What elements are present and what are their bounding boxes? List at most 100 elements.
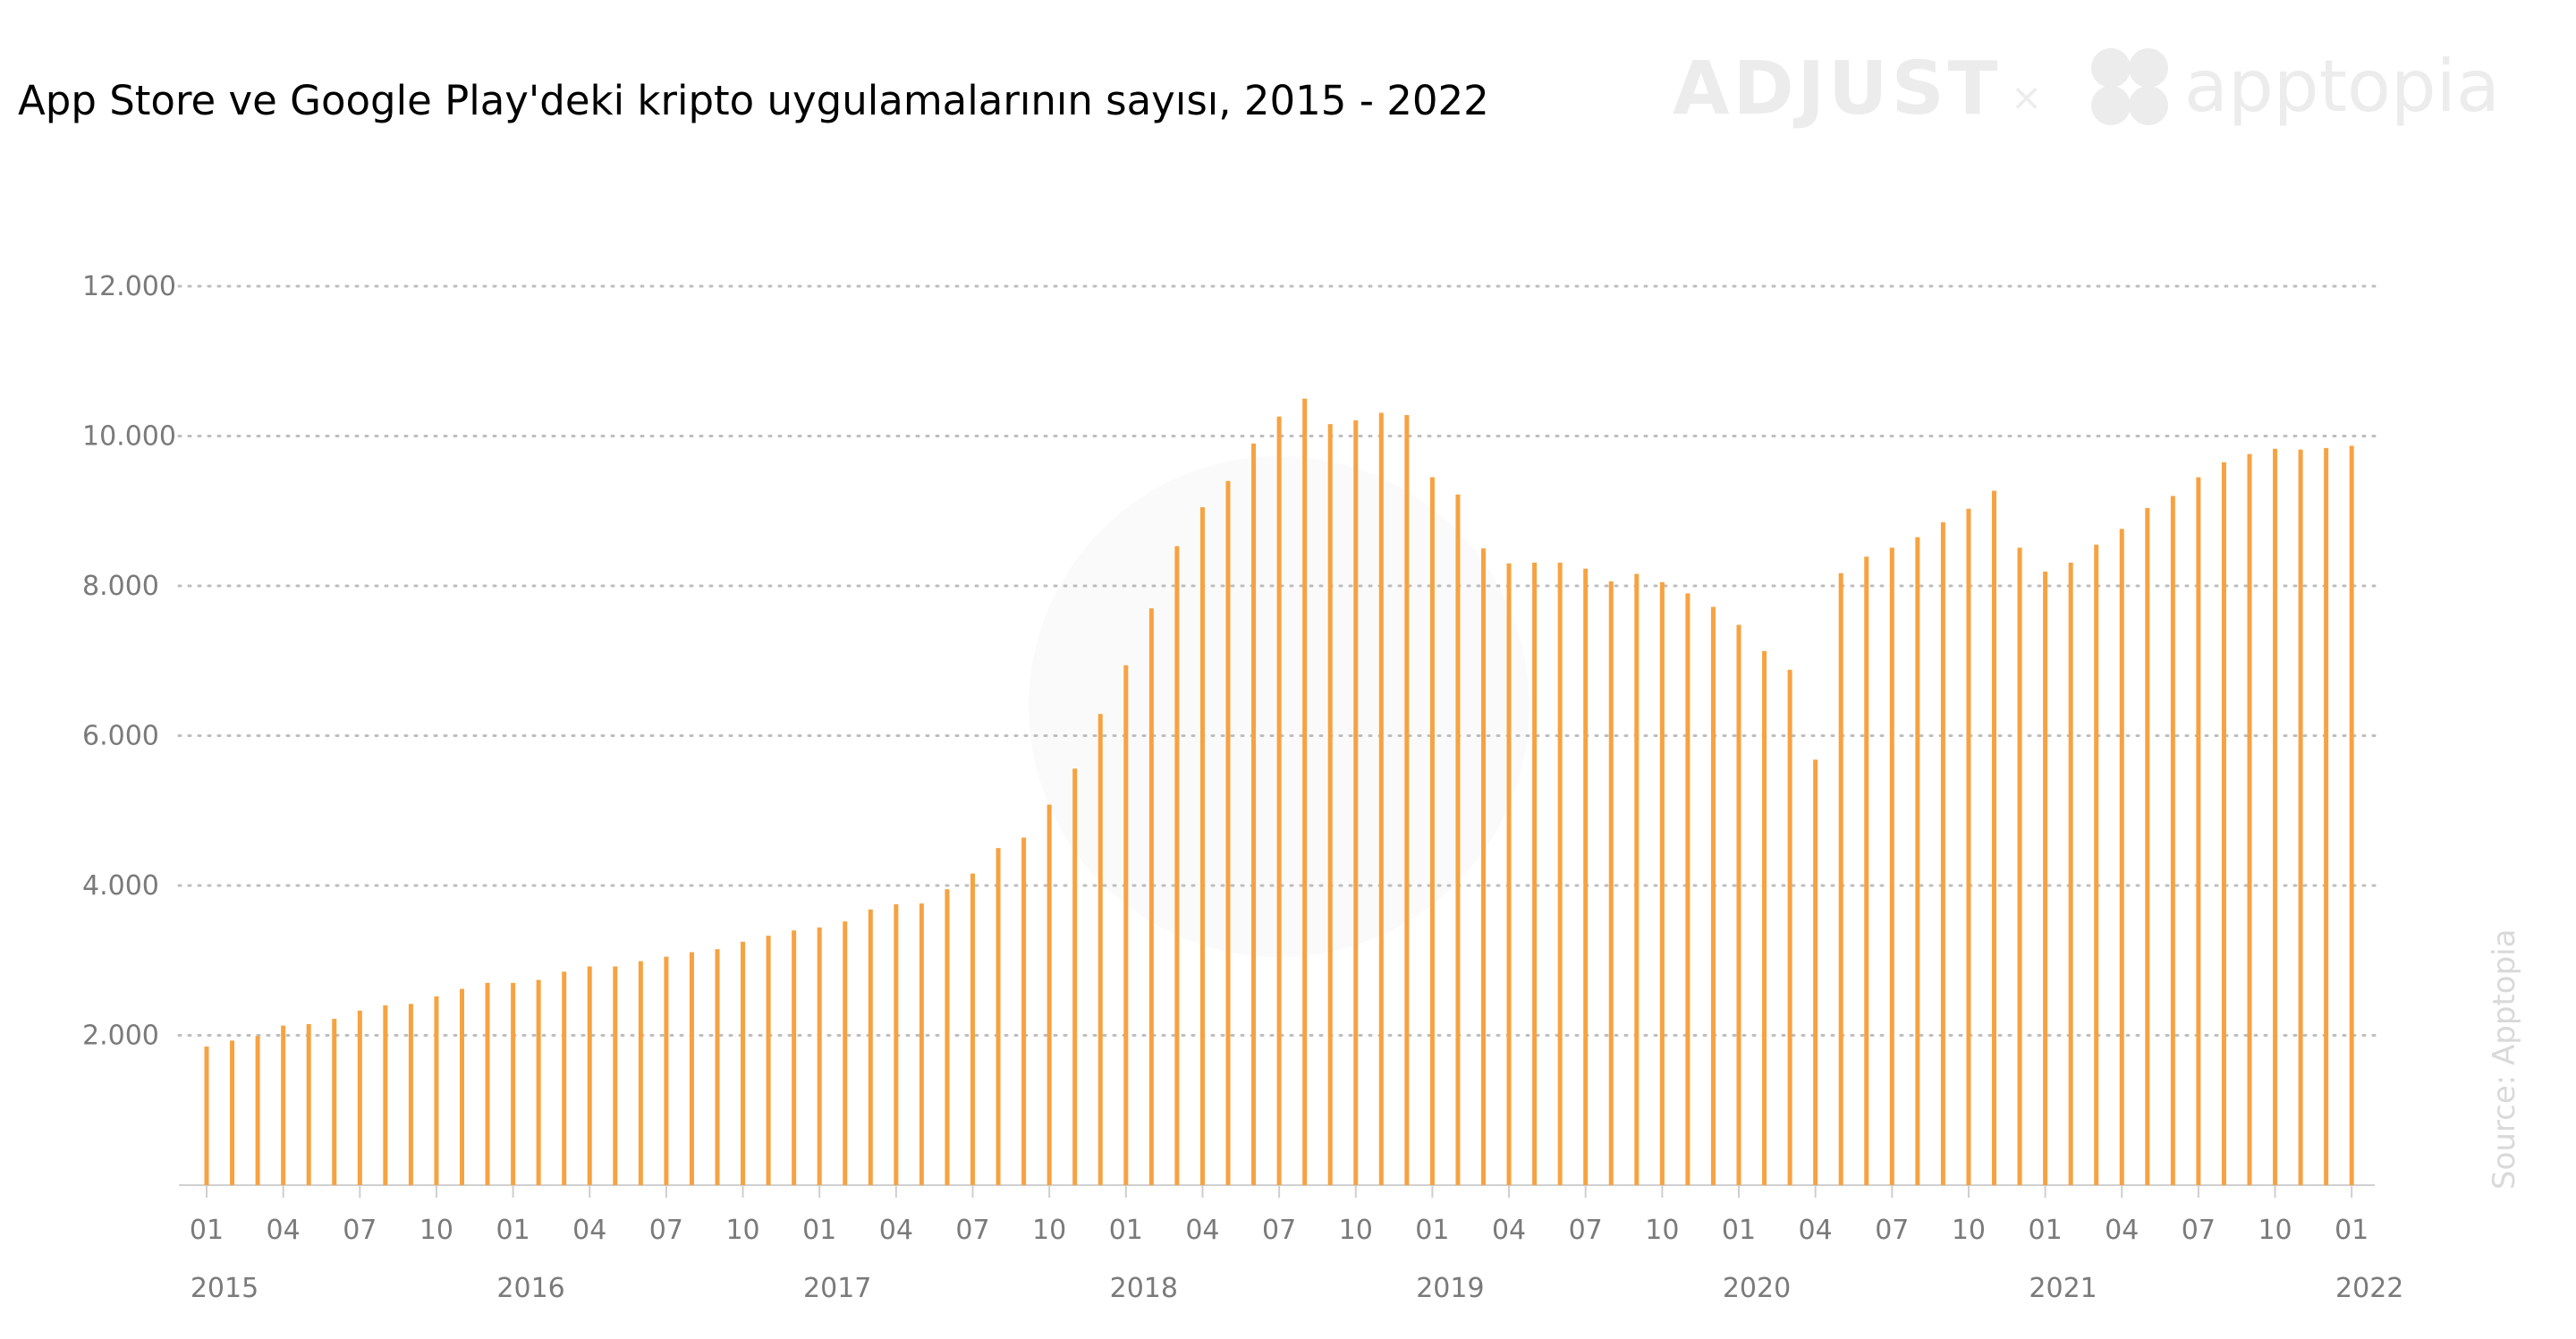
- apptopia-logo-text: apptopia: [2184, 45, 2500, 128]
- x-tick-label: 10: [1952, 1215, 1986, 1246]
- bar: [230, 1040, 235, 1185]
- bar: [1199, 507, 1205, 1185]
- x-tick-label: 01: [2029, 1215, 2063, 1246]
- bar: [1404, 415, 1410, 1185]
- y-tick-label: 2.000: [82, 1021, 159, 1052]
- x-tick-label: 10: [1645, 1215, 1679, 1246]
- x-tick-label: 07: [955, 1215, 989, 1246]
- x-axis-month-ticks: 01 04 07 10 01 04 07 10 01 04 07 10 01 04 07 10 01 04 07 10…: [190, 1185, 2368, 1246]
- bar: [281, 1025, 286, 1185]
- bar: [2017, 547, 2022, 1185]
- bar: [2324, 447, 2329, 1185]
- bar: [408, 1004, 413, 1185]
- bar: [2349, 445, 2354, 1185]
- bar: [1940, 521, 1945, 1185]
- year-label: 2018: [1110, 1273, 1178, 1304]
- bar: [1123, 665, 1129, 1185]
- bar: [1634, 573, 1640, 1185]
- x-tick-label: 01: [1415, 1215, 1449, 1246]
- bar: [970, 873, 975, 1185]
- apptopia-logo: apptopia: [2084, 41, 2504, 148]
- bar: [255, 1036, 260, 1185]
- x-tick-label: 04: [1799, 1215, 1833, 1246]
- year-label: 2015: [191, 1273, 258, 1304]
- y-tick-label: 10.000: [82, 421, 176, 453]
- bar: [1429, 477, 1435, 1185]
- bar: [383, 1005, 388, 1185]
- x-tick-label: 07: [1875, 1215, 1909, 1246]
- bar: [1608, 581, 1614, 1185]
- bar: [2273, 448, 2278, 1185]
- logo-separator: ×: [2011, 75, 2043, 119]
- bar: [638, 961, 643, 1185]
- x-tick-label: 07: [649, 1215, 683, 1246]
- bar: [689, 952, 694, 1185]
- x-tick-label: 01: [802, 1215, 836, 1246]
- x-tick-label: 10: [1032, 1215, 1066, 1246]
- bar: [2094, 544, 2099, 1185]
- x-tick-label: 07: [1262, 1215, 1296, 1246]
- x-tick-label: 04: [879, 1215, 913, 1246]
- bar: [1992, 490, 1996, 1185]
- x-tick-label: 01: [496, 1215, 530, 1246]
- bar: [357, 1010, 362, 1185]
- bar: [2221, 462, 2226, 1185]
- bar: [2247, 453, 2252, 1186]
- adjust-logo: ADJUST: [1673, 47, 2002, 131]
- bar: [1583, 568, 1589, 1185]
- y-tick-label: 12.000: [82, 271, 176, 302]
- bar: [1097, 714, 1103, 1185]
- bar: [1353, 419, 1359, 1186]
- bar: [1021, 837, 1027, 1185]
- bar: [1148, 608, 1154, 1185]
- bar: [306, 1023, 311, 1185]
- bar: [2145, 507, 2150, 1185]
- bar: [945, 889, 950, 1185]
- bar: [511, 982, 516, 1185]
- bar: [536, 979, 541, 1185]
- x-tick-label: 01: [1109, 1215, 1143, 1246]
- bar: [204, 1047, 209, 1185]
- bar: [485, 982, 490, 1185]
- bar: [2170, 496, 2175, 1185]
- bar: [2196, 477, 2201, 1185]
- bar: [894, 903, 899, 1185]
- bar: [1915, 537, 1920, 1185]
- x-tick-label: 04: [267, 1215, 301, 1246]
- bar: [1813, 759, 1818, 1185]
- bar: [1251, 443, 1257, 1185]
- x-tick-label: 04: [2105, 1215, 2139, 1246]
- bar: [1838, 572, 1843, 1185]
- bar: [1557, 563, 1563, 1185]
- x-tick-label: 04: [1185, 1215, 1219, 1246]
- x-tick-label: 01: [2334, 1215, 2368, 1246]
- bar: [1046, 804, 1052, 1185]
- bar: [1174, 546, 1180, 1185]
- bar: [1787, 669, 1792, 1185]
- bar: [741, 941, 746, 1185]
- bar: [2298, 449, 2303, 1185]
- bar: [1072, 768, 1078, 1185]
- bar: [2068, 563, 2073, 1185]
- x-tick-label: 10: [1339, 1215, 1373, 1246]
- bar: [1378, 412, 1384, 1186]
- grid-lines: [177, 284, 2377, 1037]
- bar: [1889, 547, 1894, 1185]
- bar: [587, 966, 592, 1185]
- bar: [792, 930, 797, 1185]
- x-tick-label: 10: [2258, 1215, 2292, 1246]
- x-tick-label: 07: [2182, 1215, 2216, 1246]
- bar: [715, 949, 720, 1185]
- x-tick-label: 07: [343, 1215, 377, 1246]
- year-label: 2021: [2029, 1273, 2097, 1304]
- bar: [1276, 416, 1282, 1186]
- x-tick-label: 04: [1492, 1215, 1526, 1246]
- bar: [460, 988, 464, 1185]
- year-label: 2017: [803, 1273, 871, 1304]
- year-label: 2019: [1416, 1273, 1484, 1304]
- bar: [434, 996, 439, 1185]
- bar: [1685, 593, 1690, 1185]
- x-axis-year-labels: 2015 2016 2017 2018 2019 2020 2021 2022: [191, 1273, 2404, 1304]
- bar: [766, 936, 771, 1185]
